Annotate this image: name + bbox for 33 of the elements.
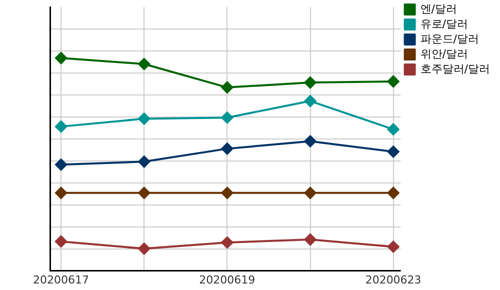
point [138,112,150,125]
point [221,81,234,94]
point [55,158,68,171]
point [138,186,150,199]
point [304,76,316,89]
point [138,156,150,168]
point [304,234,316,246]
x-tick-label: 20200617 [33,273,90,286]
legend-label: 위안/달러 [420,47,468,60]
point [55,120,68,133]
point [138,242,150,255]
point [304,186,316,199]
legend-label: 파운드/달러 [420,32,480,46]
point [304,95,316,108]
point [221,112,234,124]
point [55,235,68,248]
x-tick-label: 20200623 [365,273,422,286]
x-tick-label: 20200619 [199,273,256,286]
legend-label: 엔/달러 [420,2,458,16]
point [387,123,400,136]
point [387,75,400,88]
legend-label: 유로/달러 [420,17,468,30]
point [221,186,234,199]
point [387,240,400,253]
point [138,58,150,70]
point [221,142,234,155]
point [387,146,400,158]
point [55,186,68,199]
point [221,236,234,249]
point [55,52,68,64]
point [387,186,400,199]
point [304,135,316,148]
legend-label: 호주달러/달러 [420,62,490,76]
